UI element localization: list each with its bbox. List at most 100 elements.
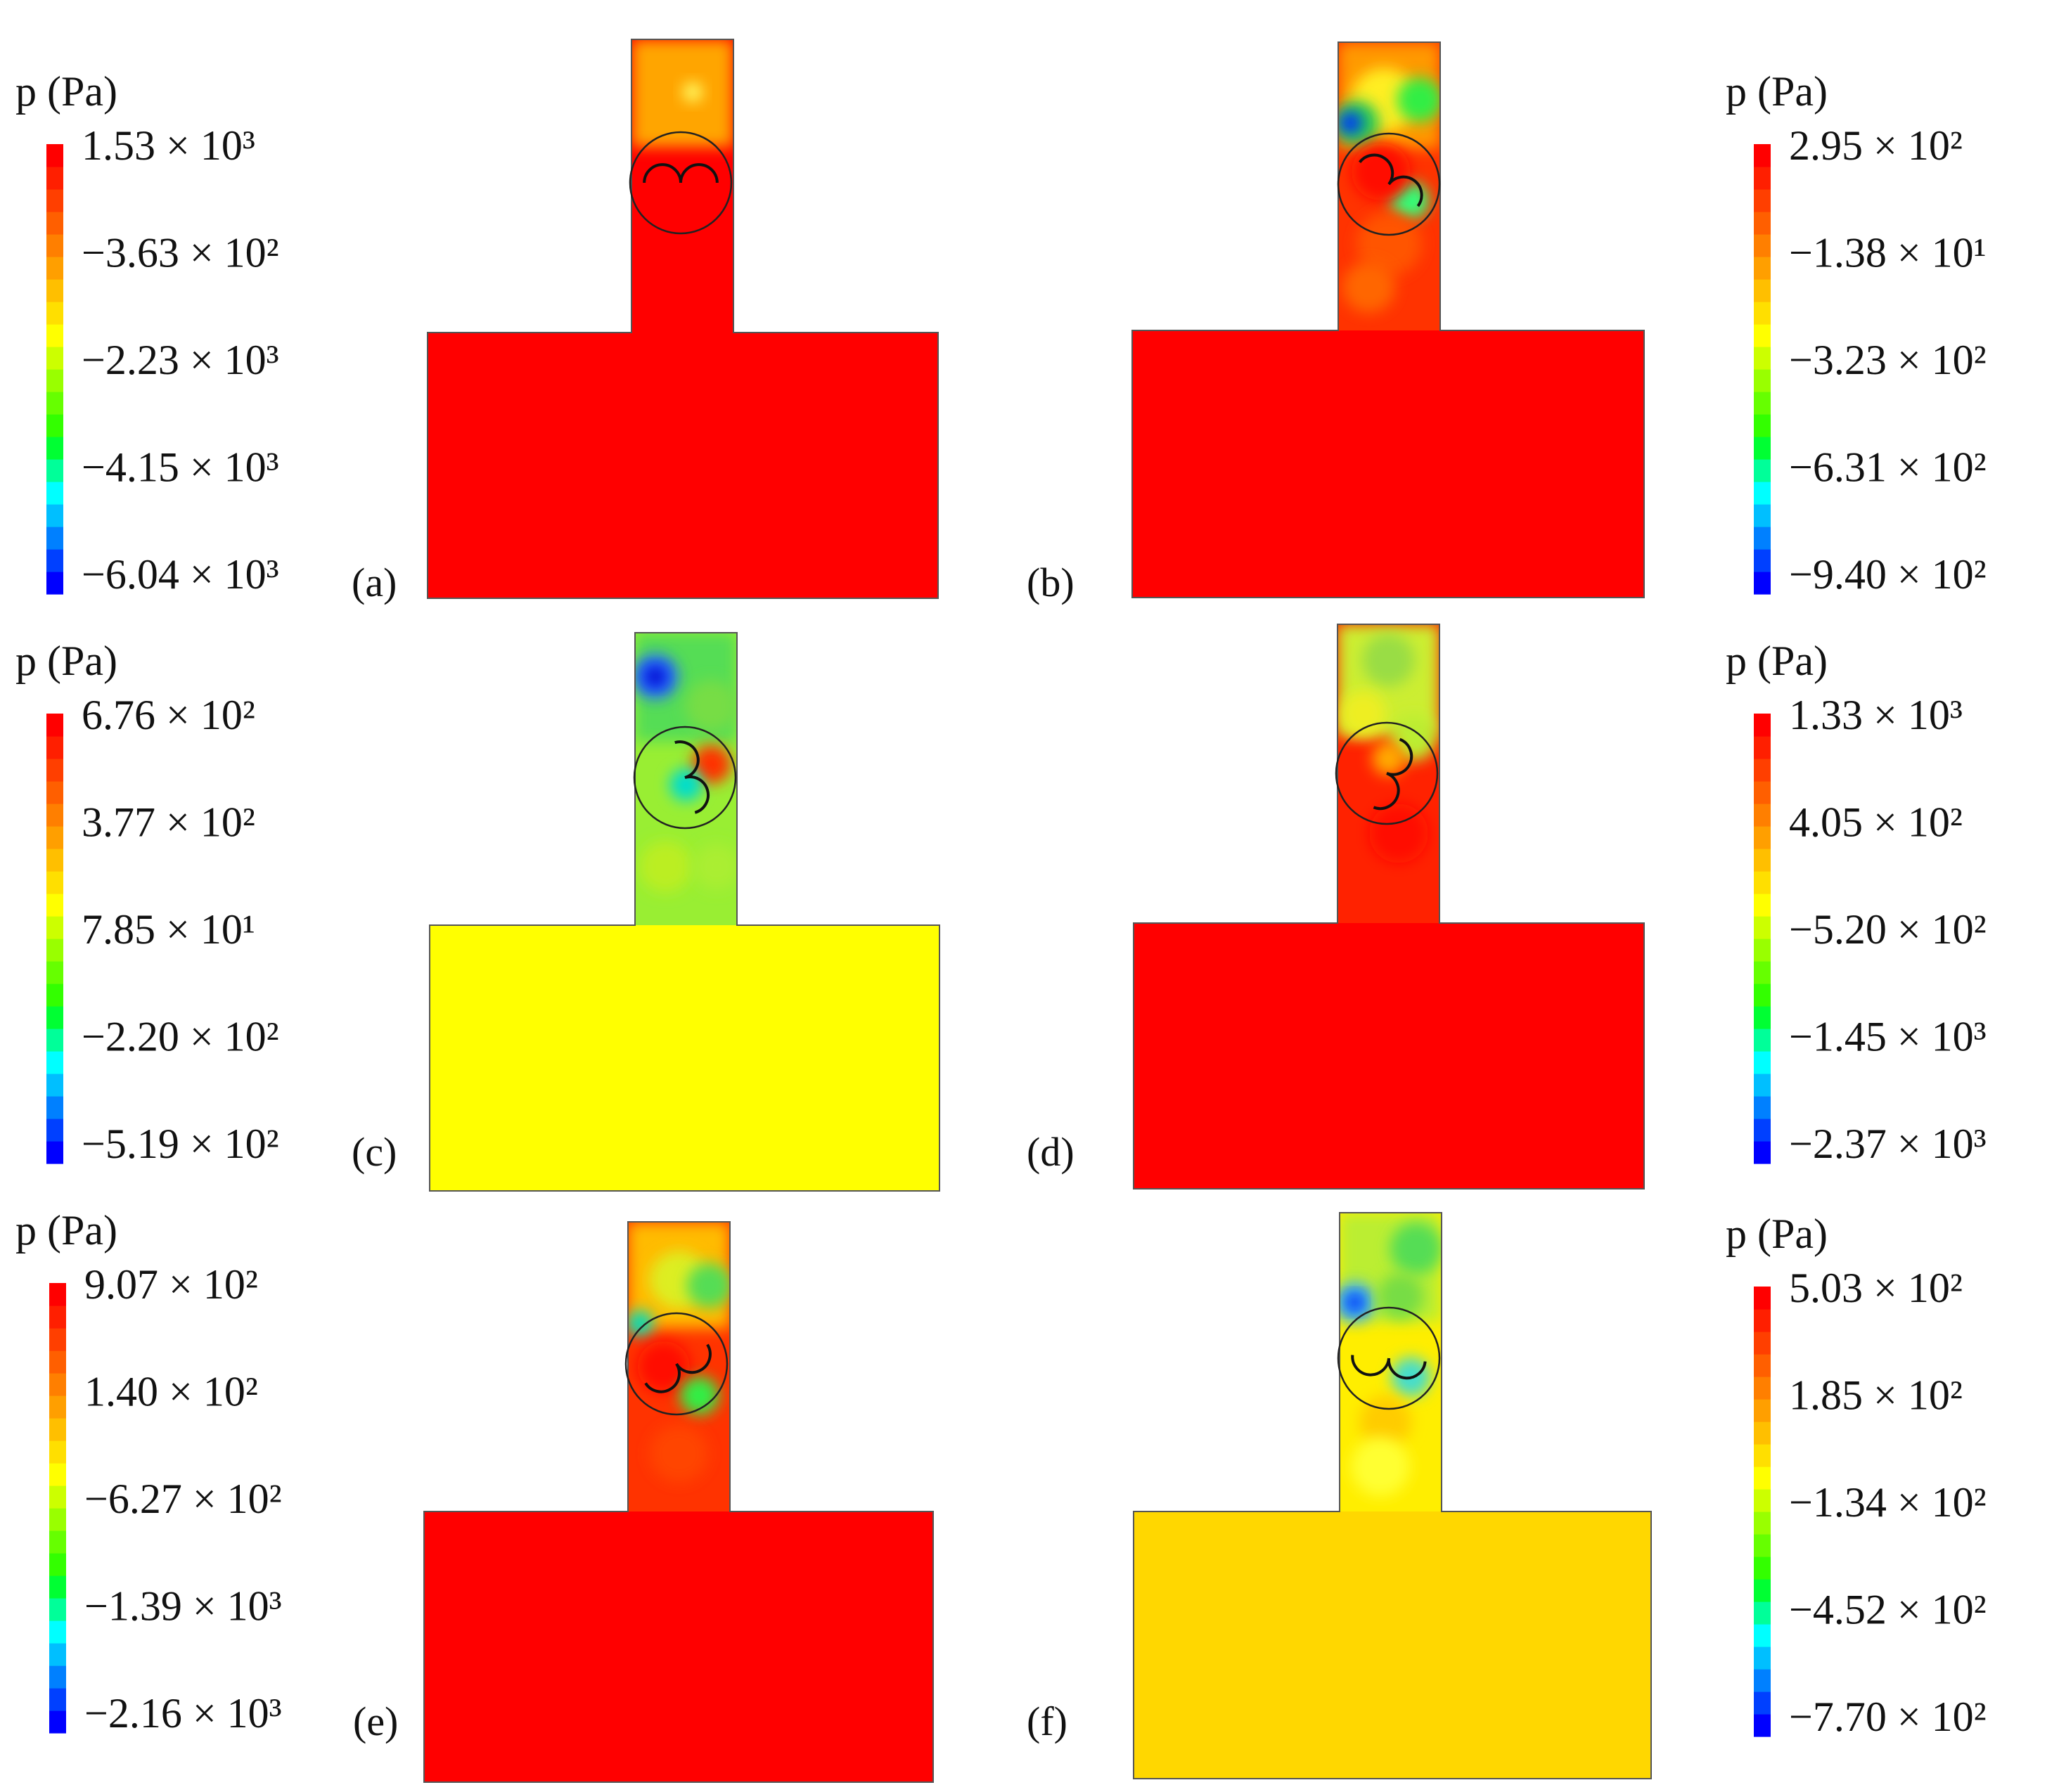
colorbar-tick-label: −1.45 × 10³ <box>1789 1014 1987 1060</box>
colorbar-segment <box>1754 1119 1771 1142</box>
reservoir-region <box>1134 923 1644 1189</box>
colorbar-tick-label: −2.16 × 10³ <box>84 1690 282 1736</box>
colorbar-tick-label: 5.03 × 10² <box>1789 1265 1963 1311</box>
colorbar-segment <box>46 212 63 235</box>
colorbar-segment <box>46 527 63 550</box>
colorbar-segment <box>49 1620 66 1644</box>
colorbar-segment <box>1754 804 1771 827</box>
rotor-boundary-circle <box>1337 1306 1441 1410</box>
colorbar-segment <box>1754 849 1771 872</box>
colorbar-tick-label: −5.19 × 10² <box>82 1121 279 1167</box>
colorbar-tick-label: 2.95 × 10² <box>1789 122 1963 169</box>
colorbar-segment <box>1754 527 1771 550</box>
contour-blob <box>693 844 740 889</box>
colorbar-segment <box>46 167 63 190</box>
contour-blob <box>1342 262 1395 313</box>
colorbar-segment <box>1754 1511 1771 1535</box>
reservoir-region <box>1132 330 1644 598</box>
contour-blob <box>691 744 731 784</box>
contour-blob <box>627 1310 653 1336</box>
colorbar-segment <box>46 894 63 917</box>
rotor-blade <box>1359 153 1394 186</box>
domain-outline <box>1133 624 1645 1190</box>
pressure-field <box>430 633 939 1191</box>
colorbar-segment <box>46 482 63 505</box>
colorbar-segment <box>1754 1422 1771 1445</box>
colorbar-tick-label: −2.20 × 10² <box>82 1014 279 1060</box>
contour-blob <box>1340 690 1386 737</box>
contour-blob <box>1352 143 1411 201</box>
rotor-blade <box>684 775 710 814</box>
contour-blob <box>1356 212 1422 276</box>
colorbar-segment <box>46 984 63 1007</box>
pressure-field <box>428 39 938 598</box>
panel-c: p (Pa) 6.76 × 10² 3.77 × 10² 7.85 × 10¹ −2.2… <box>15 632 940 1192</box>
colorbar-segment <box>46 572 63 595</box>
colorbar-segment <box>46 916 63 939</box>
colorbar-segment <box>1754 759 1771 782</box>
colorbar-segment <box>46 714 63 737</box>
rotor <box>633 726 737 830</box>
colorbar-segment <box>49 1418 66 1441</box>
colorbar-segment <box>1754 781 1771 804</box>
colorbar-tick-label: 6.76 × 10² <box>82 692 255 738</box>
colorbar-tick-label: −1.34 × 10² <box>1789 1479 1987 1526</box>
panel-a: p (Pa) 1.53 × 10³ −3.63 × 10² −2.23 × 10³ −4… <box>15 39 939 605</box>
colorbar-segment <box>49 1373 66 1396</box>
rotor-blade <box>674 740 700 779</box>
colorbar: p (Pa) 6.76 × 10² 3.77 × 10² 7.85 × 10¹ −2.2… <box>15 638 279 1167</box>
contour-blob <box>1378 1273 1424 1320</box>
colorbar-segment <box>46 849 63 872</box>
rotor-blade <box>644 1362 681 1393</box>
contour-blob <box>1339 112 1362 134</box>
colorbar-segment <box>1754 1669 1771 1692</box>
contour-blob <box>679 1377 719 1415</box>
colorbar-segment <box>46 804 63 827</box>
reservoir-region <box>424 1511 933 1782</box>
colorbar-segment <box>49 1710 66 1734</box>
contour-blob <box>1390 1222 1442 1275</box>
colorbar-segment <box>1754 144 1771 167</box>
colorbar-tick-label: −2.23 × 10³ <box>82 337 279 383</box>
panel-tag: (a) <box>352 560 397 605</box>
contour-blob <box>1369 804 1428 863</box>
colorbar-segment <box>1754 1624 1771 1647</box>
colorbar-segment <box>46 1096 63 1119</box>
contour-blob <box>649 1424 709 1483</box>
rotor-blade <box>675 1343 712 1374</box>
colorbar-tick-label: 1.53 × 10³ <box>82 122 255 169</box>
colorbar-segment <box>49 1306 66 1329</box>
colorbar-tick-label: −6.27 × 10² <box>84 1476 282 1522</box>
colorbar-segment <box>49 1598 66 1621</box>
panel-tag: (c) <box>352 1129 397 1175</box>
colorbar-segment <box>1754 984 1771 1007</box>
colorbar-segment <box>49 1688 66 1711</box>
colorbar-segment <box>1754 1534 1771 1557</box>
colorbar-segment <box>1754 392 1771 415</box>
reservoir-region <box>430 925 939 1191</box>
rotor <box>1337 132 1441 236</box>
colorbar-segment <box>46 144 63 167</box>
colorbar-segment <box>46 437 63 460</box>
colorbar-segment <box>1754 279 1771 302</box>
colorbar-segment <box>46 324 63 347</box>
colorbar-segment <box>46 234 63 257</box>
colorbar-title: p (Pa) <box>1726 68 1828 115</box>
colorbar-segment <box>46 871 63 894</box>
colorbar-segment <box>1754 504 1771 527</box>
colorbar-segment <box>1754 1646 1771 1670</box>
colorbar-segment <box>46 392 63 415</box>
contour-blob <box>685 680 738 732</box>
rotor <box>624 1312 729 1416</box>
colorbar-segment <box>1754 302 1771 325</box>
domain-outline <box>1133 1212 1652 1779</box>
colorbar-segment <box>1754 1051 1771 1074</box>
colorbar-segment <box>1754 257 1771 280</box>
colorbar-segment <box>1754 482 1771 505</box>
colorbar-tick-label: −4.52 × 10² <box>1789 1587 1987 1633</box>
colorbar-segment <box>46 302 63 325</box>
colorbar-tick-label: −6.04 × 10³ <box>82 551 279 598</box>
colorbar-tick-label: −4.15 × 10³ <box>82 444 279 491</box>
rotor-boundary-circle <box>1335 721 1439 825</box>
colorbar-segment <box>49 1328 66 1351</box>
